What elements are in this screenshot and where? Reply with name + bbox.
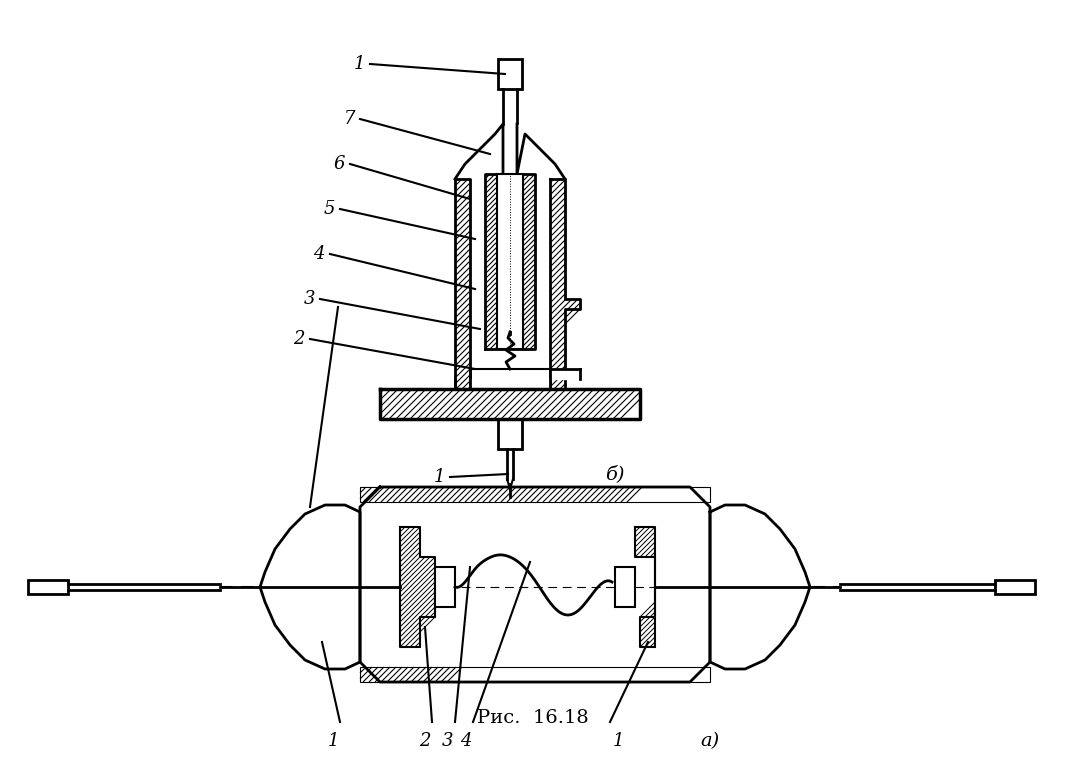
Text: 4: 4 [460, 732, 472, 750]
Bar [498, 419, 522, 449]
Bar [498, 419, 522, 449]
Polygon shape [550, 179, 580, 389]
Bar [498, 59, 522, 89]
Text: 3: 3 [442, 732, 453, 750]
Text: б): б) [605, 465, 624, 483]
Bar [360, 487, 710, 502]
Bar [498, 59, 522, 89]
Bar [380, 389, 640, 419]
Polygon shape [380, 389, 640, 419]
Bar [615, 567, 635, 607]
Bar [523, 174, 535, 349]
Text: а): а) [700, 732, 719, 750]
Bar [28, 580, 68, 594]
Bar [996, 580, 1035, 594]
Bar [455, 179, 469, 389]
Bar [497, 174, 523, 349]
Polygon shape [517, 124, 566, 179]
Polygon shape [485, 174, 535, 349]
Text: Рис.  16.18: Рис. 16.18 [477, 709, 589, 727]
Polygon shape [469, 369, 580, 389]
Polygon shape [710, 505, 810, 669]
Text: 6: 6 [334, 155, 345, 173]
Bar [360, 667, 710, 682]
Polygon shape [360, 487, 710, 682]
Text: 1: 1 [433, 468, 445, 486]
Polygon shape [455, 124, 503, 179]
Text: 2: 2 [419, 732, 431, 750]
Polygon shape [260, 505, 360, 669]
Text: 7: 7 [344, 110, 355, 128]
Text: 4: 4 [314, 245, 325, 263]
Polygon shape [635, 527, 655, 647]
Bar [996, 580, 1035, 594]
Bar [28, 580, 68, 594]
Text: 1: 1 [328, 732, 338, 750]
Text: 1: 1 [612, 732, 624, 750]
Polygon shape [400, 527, 435, 647]
Text: 3: 3 [303, 290, 315, 308]
Text: 1: 1 [353, 55, 365, 73]
Bar [485, 174, 497, 349]
Bar [435, 567, 455, 607]
Polygon shape [455, 179, 469, 389]
Text: 5: 5 [323, 200, 335, 218]
Text: 2: 2 [293, 330, 305, 348]
